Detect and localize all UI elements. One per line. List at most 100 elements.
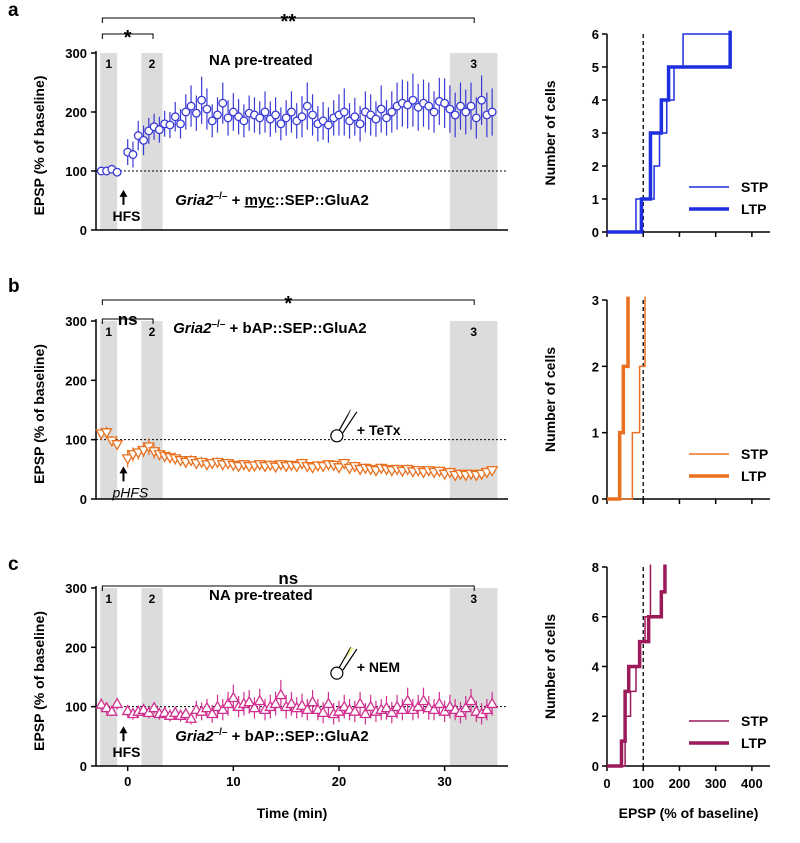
ltp-line [607,564,667,768]
data-point [105,705,118,716]
gene-name: Gria2 [175,728,214,745]
data-point [456,101,465,111]
data-point [396,703,409,715]
data-point [461,107,471,117]
right-y-tick-label: 5 [592,60,599,75]
right-y-tick-label: 8 [592,560,599,575]
data-point [350,112,360,122]
y-tick-label: 100 [65,164,87,179]
stim-arrow-head [119,466,128,474]
stim-arrow-head [119,189,128,197]
pipette-icon [330,666,344,680]
band-label-3: 3 [470,592,477,606]
legend-ltp-label: LTP [741,468,766,484]
construct-label: Gria2–/– + bAP::SEP::GluA2 [173,319,367,337]
panel-title: NA pre-treated [209,52,313,69]
data-point [380,701,393,713]
time-band-1 [100,588,118,766]
stim-label: HFS [112,744,140,760]
data-point [221,697,235,709]
data-point [165,120,175,130]
data-point [239,116,249,126]
data-point [385,706,398,717]
data-point [355,119,365,129]
x-tick-label: 20 [332,774,346,789]
legend-ltp-label: LTP [741,735,766,751]
stim-arrow-head [119,726,128,734]
data-point [486,466,499,477]
data-point [348,705,361,716]
y-tick-label: 300 [65,581,87,596]
right-x-tick-label: 0 [603,776,610,791]
data-point [295,699,309,710]
data-point [471,113,481,123]
data-point [260,107,270,117]
data-point [111,697,124,709]
data-point [433,697,446,709]
data-point [223,113,233,123]
data-point [297,112,307,122]
data-point [139,135,148,145]
data-point [486,697,499,709]
right-y-tick-label: 2 [592,159,599,174]
data-point [427,703,441,715]
y-axis-title: EPSP (% of baseline) [31,76,47,216]
y-tick-label: 0 [80,492,87,507]
data-point [323,120,333,130]
significance-bracket [101,585,475,591]
data-point [308,110,318,120]
stp-line [607,30,731,233]
data-point [450,110,460,120]
data-point [477,95,487,105]
legend-stp-label: STP [741,179,768,195]
time-band-2 [141,53,163,230]
band-label-2: 2 [149,57,156,71]
significance-bracket [101,17,475,23]
plus-sign: + [227,192,244,209]
time-band-3 [449,53,498,230]
band-label-1: 1 [105,592,112,606]
genotype: –/– [211,319,225,330]
data-point [281,113,291,123]
x-axis-title: Time (min) [257,805,328,821]
significance-bracket [101,299,475,305]
pipette-icon [330,429,344,443]
data-point [269,697,282,709]
data-point [100,428,113,439]
right-y-tick-label: 0 [592,759,599,774]
ltp-line [607,30,732,234]
pipette-icon [338,646,358,671]
data-point [382,113,391,123]
data-point [401,694,414,706]
panel-letter: a [8,0,19,21]
right-y-tick-label: 2 [592,359,599,374]
significance-label: * [284,293,292,315]
data-point [95,697,108,709]
data-point [274,688,287,700]
band-label-3: 3 [470,325,477,339]
data-point [332,463,346,474]
right-y-tick-label: 3 [592,293,599,308]
data-point [440,98,450,108]
data-point [271,110,281,120]
significance-bracket [101,318,154,324]
legend-stp-label: STP [741,713,768,729]
panel-b: b 1 2 3 0 100 200 300 EPSP (% of baseline) ns * pHF… [8,276,770,507]
tag-prefix: myc [245,192,275,209]
construct-suffix: bAP::SEP::GluA2 [242,320,366,337]
data-point [376,104,386,114]
stp-line [607,296,646,500]
y-tick-label: 200 [65,105,87,120]
time-band-1 [100,321,118,499]
right-x-tick-label: 200 [669,776,691,791]
right-y-tick-label: 3 [592,126,599,141]
data-point [466,101,476,111]
data-point [213,110,222,120]
time-band-3 [449,588,498,766]
data-point [480,703,493,715]
significance-label: * [124,27,132,49]
stim-label: HFS [112,208,140,224]
data-point [464,694,478,706]
